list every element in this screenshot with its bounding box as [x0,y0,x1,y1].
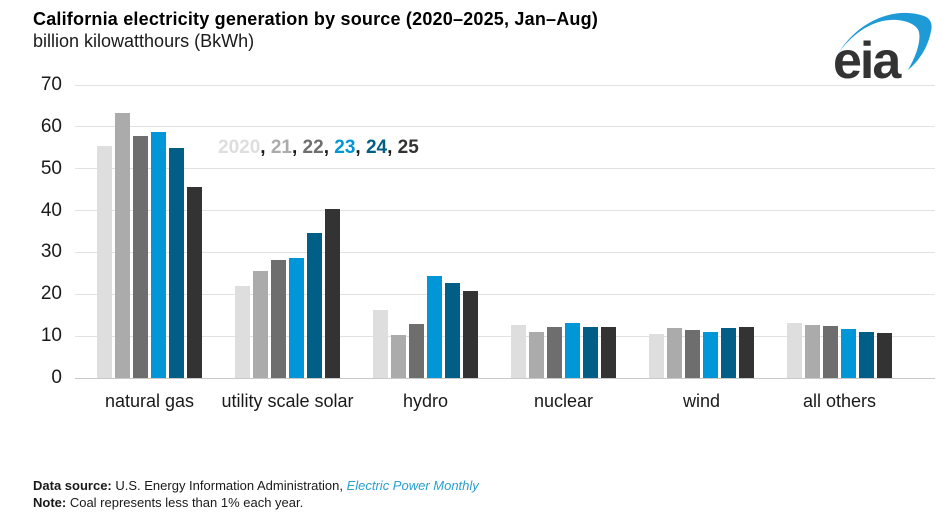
y-axis-tick-label-60: 60 [40,115,62,137]
legend-item-23: 23 [334,137,356,158]
bar-22-all-others [823,326,838,378]
x-axis-label-hydro: hydro [402,391,449,411]
y-axis-tick-label-20: 20 [40,283,62,305]
gridline-30 [75,251,935,253]
bar-23-utility-scale-solar [289,257,304,378]
eia-swoosh-icon [838,12,932,70]
chart-subtitle: billion kilowatthours (BkWh) [33,31,255,51]
bar-group-nuclear [511,78,616,378]
bar-24-natural-gas [169,147,184,378]
bar-23-hydro [427,276,442,378]
x-axis-label-wind: wind [682,391,721,411]
legend-item-2020: 2020 [218,137,261,158]
eia-logo: eia [832,4,932,90]
bar-23-wind [703,331,718,378]
bar-22-nuclear [547,326,562,378]
gridline-40 [75,210,935,212]
bar-21-natural-gas [115,112,130,378]
bar-22-utility-scale-solar [271,259,286,378]
bar-21-nuclear [529,331,544,378]
bar-24-hydro [445,283,460,378]
legend-separator: , [387,137,398,158]
bar-23-natural-gas [151,132,166,378]
chart-title: California electricity generation by sou… [33,9,599,29]
legend-separator: , [291,137,303,158]
bar-21-wind [667,327,682,378]
x-axis-label-natural-gas: natural gas [104,391,195,411]
y-axis-tick-label-50: 50 [40,157,62,179]
bar-25-natural-gas [187,187,202,378]
note-label: Note: [33,495,67,510]
gridline-20 [75,293,935,295]
bar-2020-wind [649,333,664,378]
bar-25-all-others [877,333,892,378]
legend-separator: , [323,137,335,158]
bar-22-natural-gas [133,136,148,378]
chart-footer: Data source: U.S. Energy Information Adm… [33,477,479,511]
bar-2020-all-others [787,322,802,378]
gridline-60 [75,126,935,128]
y-axis-tick-label-70: 70 [40,74,62,95]
y-axis-tick-label-30: 30 [40,241,62,263]
bar-group-all-others [787,78,892,378]
note-text: Coal represents less than 1% each year. [66,495,304,510]
bar-2020-utility-scale-solar [235,285,250,378]
gridline-0 [75,377,935,379]
bar-24-wind [721,327,736,378]
x-axis-label-nuclear: nuclear [533,391,594,411]
eia-logo-graphic: eia [833,12,932,90]
bar-2020-hydro [373,309,388,378]
bar-2020-nuclear [511,325,526,378]
data-source-line: Data source: U.S. Energy Information Adm… [33,477,479,494]
bar-25-nuclear [601,327,616,378]
bar-21-all-others [805,325,820,378]
bar-group-wind [649,78,754,378]
bar-22-hydro [409,324,424,378]
svg-text:eia: eia [833,32,902,82]
bar-2020-natural-gas [97,146,112,378]
data-source-label: Data source: [33,478,112,493]
bar-25-hydro [463,290,478,378]
bar-25-utility-scale-solar [325,208,340,378]
bar-23-nuclear [565,322,580,378]
gridline-70 [75,84,935,86]
y-axis-tick-label-10: 10 [40,325,62,347]
legend-separator: , [260,137,271,158]
y-axis-tick-label-0: 0 [51,367,62,388]
legend-item-24: 24 [365,137,388,158]
bar-chart: 0 10 20 30 40 50 60 70 natural gas utility scale … [40,74,935,411]
legend-item-21: 21 [270,137,292,158]
y-axis-tick-label-40: 40 [40,199,62,221]
x-axis-label-all-others: all others [802,391,877,411]
legend-separator: , [355,137,366,158]
bar-group-natural-gas [97,78,202,378]
bar-group-utility-scale-solar [235,78,340,378]
bar-21-utility-scale-solar [253,271,268,378]
note-line: Note: Coal represents less than 1% each … [33,494,479,511]
source-publication-link[interactable]: Electric Power Monthly [346,478,479,493]
bar-25-wind [739,327,754,378]
x-axis-label-utility-scale-solar: utility scale solar [221,391,354,411]
gridline-50 [75,168,935,170]
bar-23-all-others [841,329,856,378]
bar-24-utility-scale-solar [307,232,322,378]
bar-24-nuclear [583,326,598,378]
legend-item-22: 22 [302,137,324,158]
gridline-10 [75,335,935,337]
bar-21-hydro [391,334,406,378]
bar-22-wind [685,329,700,378]
data-source-text: U.S. Energy Information Administration, [111,478,347,493]
bar-24-all-others [859,331,874,378]
chart-legend: 2020, 21, 22, 23, 24, 25 [218,137,419,159]
bar-group-hydro [373,78,478,378]
legend-item-25: 25 [397,137,419,158]
